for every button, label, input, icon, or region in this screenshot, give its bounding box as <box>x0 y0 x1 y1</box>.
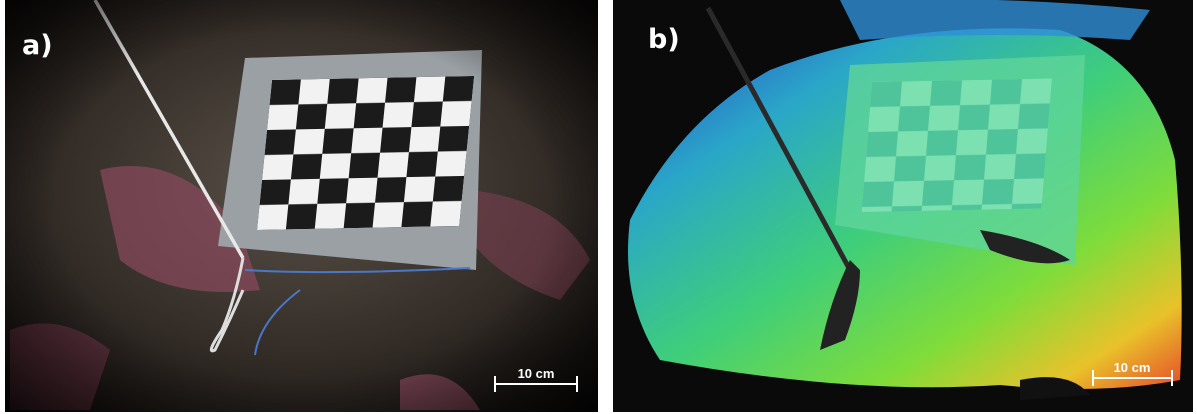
vignette <box>5 0 598 412</box>
scale-bar-label: 10 cm <box>1114 360 1151 375</box>
panel-label: a) <box>22 30 53 61</box>
panel-b: b) 10 cm <box>613 0 1193 412</box>
scale-bar-label: 10 cm <box>518 366 555 381</box>
panel-a: a) 10 cm <box>5 0 598 412</box>
depth-map <box>840 0 1150 40</box>
figure: a) 10 cm b) 10 cm <box>0 0 1197 414</box>
page: a) 10 cm b) 10 cm (() => { const data = … <box>0 0 1197 414</box>
checkerboard <box>862 78 1052 212</box>
panel-label: b) <box>648 24 680 55</box>
